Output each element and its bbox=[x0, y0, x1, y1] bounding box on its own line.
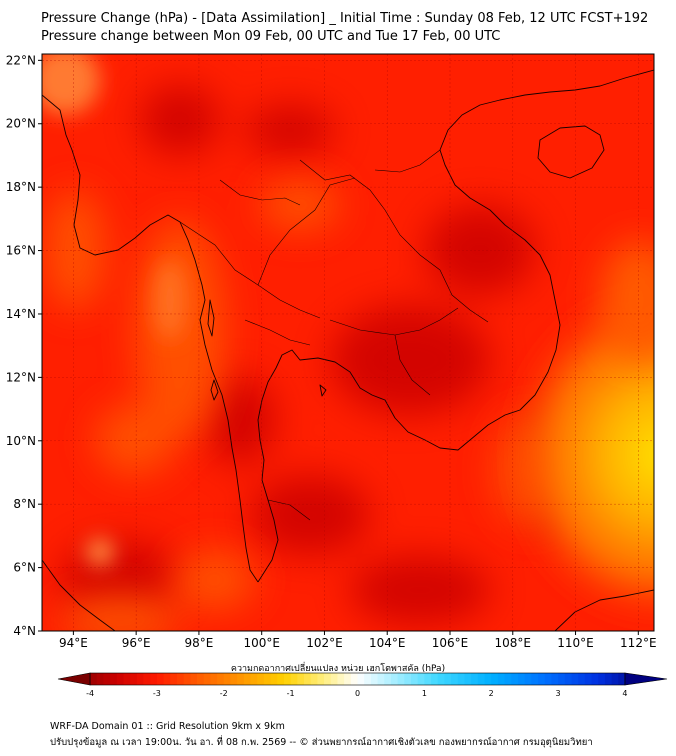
lon-tick-label: 96°E bbox=[122, 636, 151, 650]
lat-tick-label: 8°N bbox=[13, 497, 36, 511]
map-axes: 22°N 20°N 18°N 16°N 14°N 12°N 10°N 8°N 6°N 4°N 94°… bbox=[6, 53, 657, 650]
borders bbox=[179, 149, 489, 521]
lat-tick-label: 20°N bbox=[6, 117, 36, 131]
footer-model-info: WRF-DA Domain 01 :: Grid Resolution 9km … bbox=[50, 721, 285, 732]
lon-tick-label: 98°E bbox=[184, 636, 213, 650]
lon-tick-label: 106°E bbox=[432, 636, 469, 650]
chart-title: Pressure Change (hPa) - [Data Assimilati… bbox=[41, 11, 649, 26]
footer-credit: ปรับปรุงข้อมูล ณ เวลา 19:00น. วัน อา. ที… bbox=[50, 737, 593, 748]
lon-tick-label: 104°E bbox=[369, 636, 406, 650]
lon-tick-label: 108°E bbox=[495, 636, 532, 650]
lon-tick-label: 112°E bbox=[620, 636, 657, 650]
lat-tick-label: 22°N bbox=[6, 53, 36, 67]
coastlines bbox=[42, 69, 654, 631]
lon-tick-label: 110°E bbox=[557, 636, 594, 650]
lat-tick-label: 12°N bbox=[6, 370, 36, 384]
lat-tick-label: 10°N bbox=[6, 434, 36, 448]
colorbar-title: ความกดอากาศเปลี่ยนแปลง หน่วย เฮกโตพาสคัล… bbox=[230, 664, 446, 674]
lat-tick-label: 18°N bbox=[6, 180, 36, 194]
chart-subtitle: Pressure change between Mon 09 Feb, 00 U… bbox=[41, 29, 501, 44]
map-frame bbox=[41, 53, 655, 632]
lat-tick-label: 4°N bbox=[13, 624, 36, 638]
lat-tick-label: 14°N bbox=[6, 307, 36, 321]
lon-tick-label: 94°E bbox=[59, 636, 88, 650]
pressure-field bbox=[42, 54, 654, 631]
lon-tick-label: 100°E bbox=[243, 636, 280, 650]
lon-tick-label: 102°E bbox=[306, 636, 343, 650]
grid-lines bbox=[42, 54, 654, 631]
lat-tick-label: 16°N bbox=[6, 244, 36, 258]
lat-tick-label: 6°N bbox=[13, 561, 36, 575]
